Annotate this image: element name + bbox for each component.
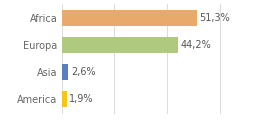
Bar xyxy=(62,91,67,107)
Bar xyxy=(62,37,178,53)
Bar xyxy=(62,64,69,80)
Text: 51,3%: 51,3% xyxy=(200,13,230,23)
Bar xyxy=(62,10,197,27)
Text: 44,2%: 44,2% xyxy=(181,40,212,50)
Text: 2,6%: 2,6% xyxy=(71,67,96,77)
Text: 1,9%: 1,9% xyxy=(69,94,94,104)
